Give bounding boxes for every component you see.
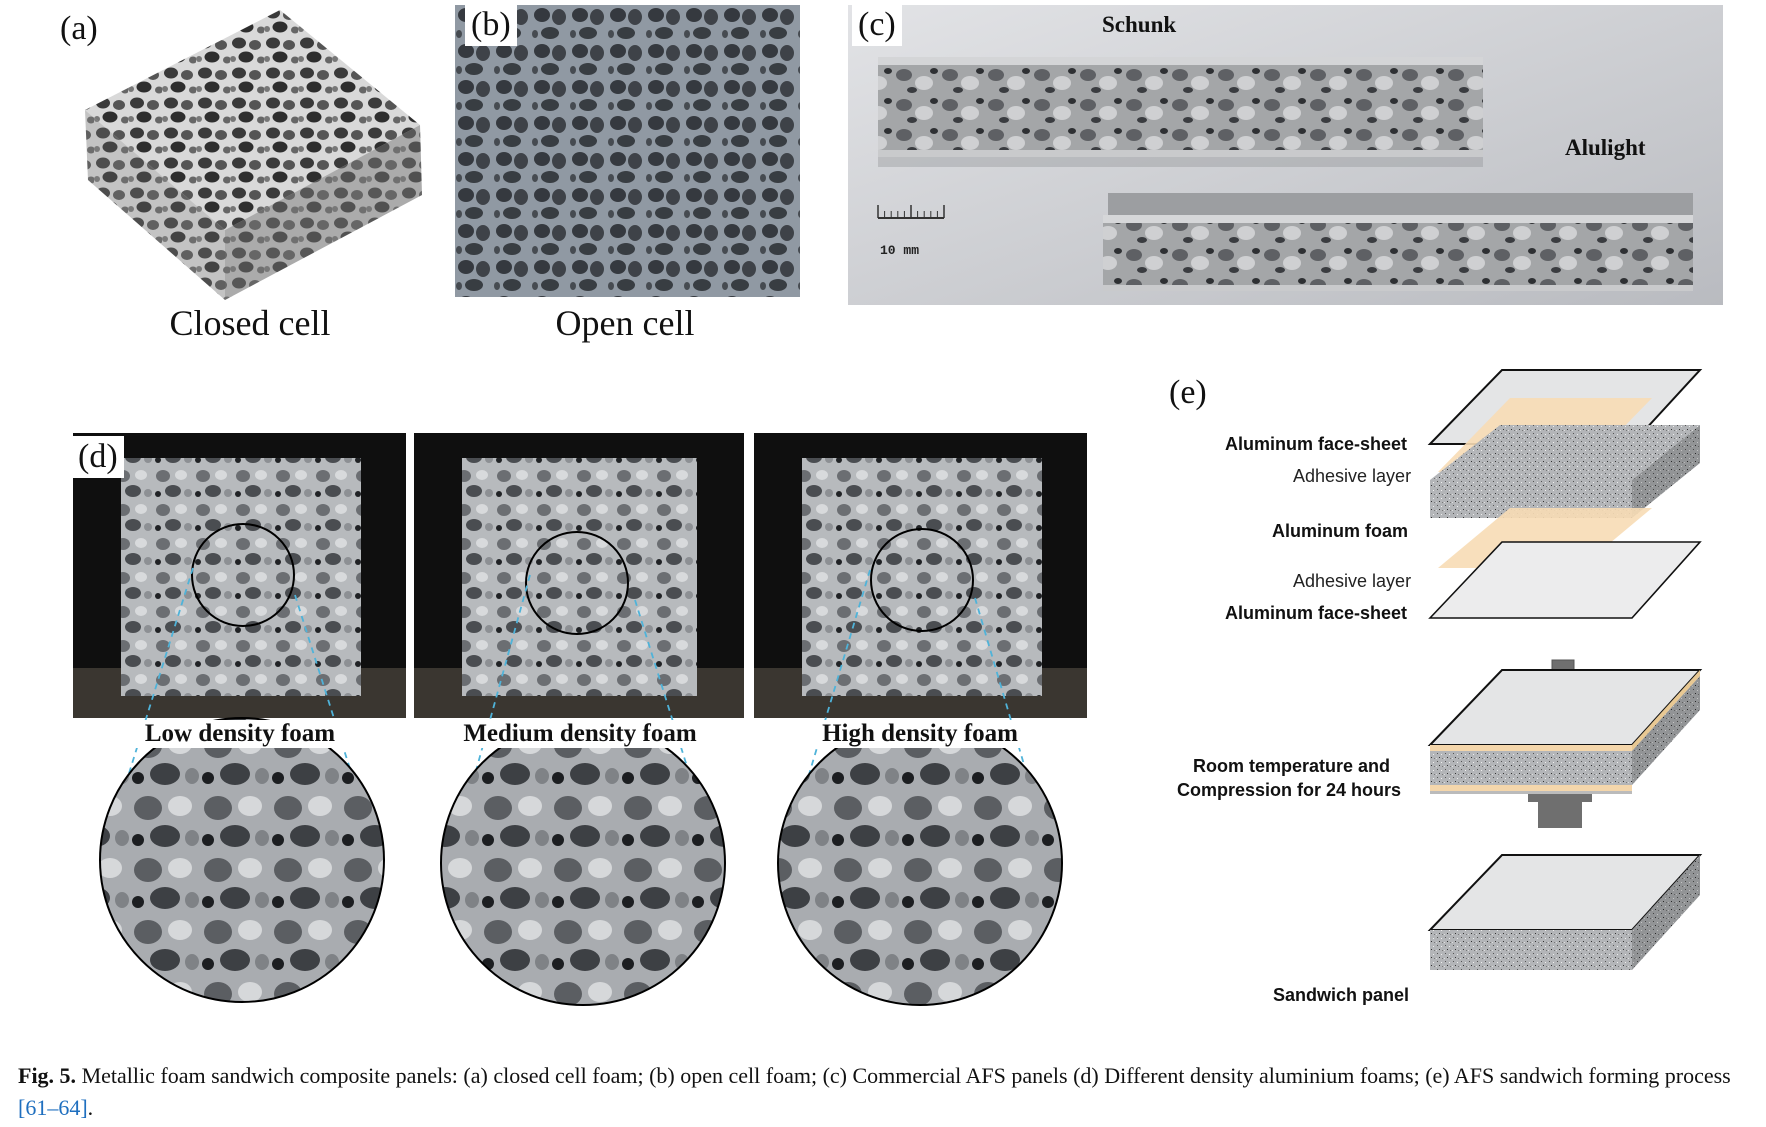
layer-label-adhesive-top: Adhesive layer <box>1293 466 1412 486</box>
panel-d-photo-low <box>73 433 406 718</box>
panel-c-photo <box>848 5 1723 305</box>
panel-b-caption: Open cell <box>555 303 695 343</box>
alulight-label: Alulight <box>1565 135 1646 160</box>
zoom-detail-graphics <box>99 567 1063 1006</box>
layer-label-face-top: Aluminum face-sheet <box>1225 434 1408 454</box>
figure-caption: Fig. 5. Metallic foam sandwich composite… <box>18 1060 1748 1124</box>
process-label-line2: Compression for 24 hours <box>1177 780 1402 800</box>
result-label-sandwich-panel: Sandwich panel <box>1273 985 1410 1005</box>
panel-d-zoom-layer <box>60 420 1100 1040</box>
panel-b-letter: (b) <box>465 4 517 46</box>
layer-label-foam: Aluminum foam <box>1272 521 1409 541</box>
figure-caption-end: . <box>87 1095 94 1120</box>
panel-a-caption: Closed cell <box>169 303 331 343</box>
layer-label-face-bottom: Aluminum face-sheet <box>1225 603 1408 623</box>
panel-b-photo <box>455 5 800 297</box>
low-density-foam-image <box>73 458 406 718</box>
closed-cell-foam-image <box>85 10 422 300</box>
figure-caption-reference-link[interactable]: [61–64] <box>18 1095 88 1120</box>
panel-a-photo <box>60 5 430 305</box>
panel-e-diagram <box>1420 360 1720 1040</box>
panel-c-letter: (c) <box>852 4 902 46</box>
scale-bar <box>877 205 945 219</box>
scale-bar-label: 10 mm <box>880 243 920 258</box>
medium-density-label: Medium density foam <box>430 720 730 748</box>
panel-a-letter: (a) <box>54 8 104 50</box>
figure-caption-text: Metallic foam sandwich composite panels:… <box>76 1063 1731 1088</box>
open-cell-foam-image <box>455 5 800 297</box>
high-density-foam-image <box>754 458 1087 718</box>
panel-d-photo-high <box>754 433 1087 718</box>
schunk-label: Schunk <box>1102 12 1177 37</box>
medium-density-foam-image <box>414 458 744 718</box>
layer-label-adhesive-bottom: Adhesive layer <box>1293 571 1412 591</box>
panel-e-letter: (e) <box>1163 372 1213 414</box>
commercial-afs-panels-image <box>848 5 1723 305</box>
process-label-line1: Room temperature and <box>1193 756 1391 776</box>
figure-caption-lead: Fig. 5. <box>18 1063 77 1088</box>
panel-d-letter: (d) <box>72 436 124 478</box>
high-density-label: High density foam <box>770 720 1070 748</box>
low-density-label: Low density foam <box>90 720 390 748</box>
afs-forming-process-diagram <box>1427 369 1703 970</box>
panel-d-photo-medium <box>414 433 744 718</box>
